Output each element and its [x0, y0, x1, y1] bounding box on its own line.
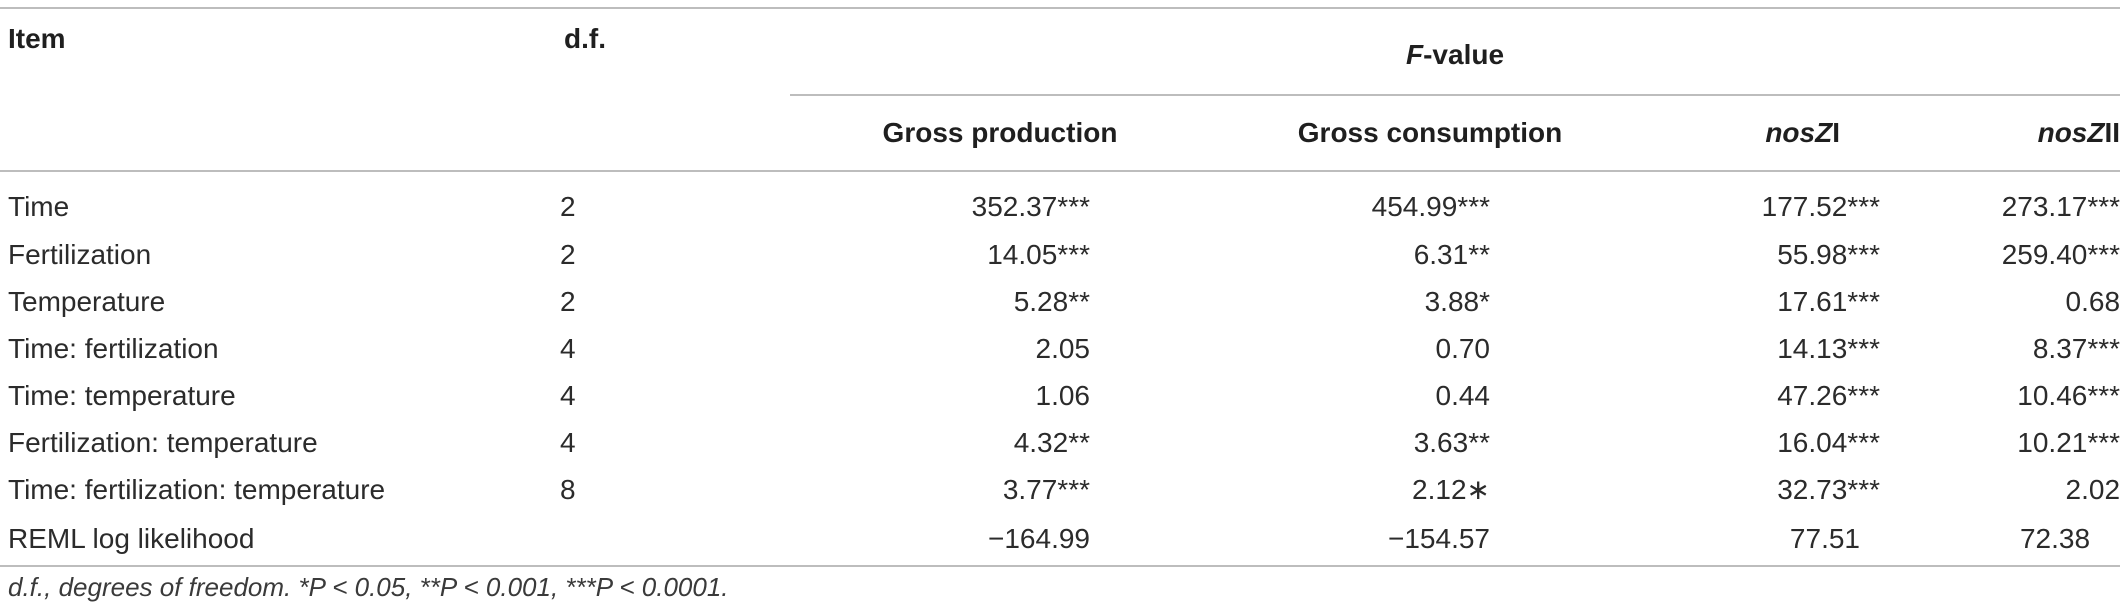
cell-nosZII: 10.21*** [2017, 426, 2120, 458]
header-df: d.f. [560, 7, 790, 95]
cell-nosZII: 10.46*** [2017, 379, 2120, 411]
cell-gross-production: 1.06 [1035, 379, 1091, 411]
cell-df [560, 513, 790, 567]
table-row: Time: fertilization: temperature 8 3.77*… [0, 466, 2120, 513]
cell-gross-consumption: 454.99*** [1371, 190, 1490, 222]
cell-df: 4 [560, 332, 576, 364]
cell-nosZI: 14.13*** [1777, 332, 1880, 364]
cell-item: Time: fertilization [8, 332, 219, 364]
cell-nosZI: 16.04*** [1777, 426, 1880, 458]
cell-gross-production: 3.77*** [1002, 473, 1090, 505]
header-gross-production: Gross production [790, 94, 1230, 171]
cell-df: 4 [560, 379, 576, 411]
cell-nosZI: 55.98*** [1777, 238, 1880, 270]
cell-nosZII: 72.38 [1900, 513, 2120, 567]
cell-gross-consumption: 0.70 [1435, 332, 1491, 364]
cell-nosZI: 77.51 [1630, 513, 1900, 567]
cell-df: 2 [560, 285, 576, 317]
cell-gross-production: 4.32** [1013, 426, 1090, 458]
cell-item: Time: temperature [8, 379, 236, 411]
table-row: Time 2 352.37*** 454.99*** 177.52*** 273… [0, 171, 2120, 231]
table-row-reml: REML log likelihood −164.99 −154.57 77.5… [0, 513, 2120, 567]
cell-gross-production: 5.28** [1013, 285, 1090, 317]
cell-gross-production: −164.99 [790, 513, 1230, 567]
header-row-top: Item d.f. F-value [0, 7, 2120, 95]
cell-nosZII: 8.37*** [2032, 332, 2120, 364]
table-row: Time: fertilization 4 2.05 0.70 14.13***… [0, 325, 2120, 372]
cell-df: 8 [560, 473, 576, 505]
cell-gross-consumption: 0.44 [1435, 379, 1491, 411]
cell-item: Time [8, 190, 70, 222]
cell-item: Fertilization: temperature [8, 426, 318, 458]
cell-item: Time: fertilization: temperature [8, 473, 386, 505]
cell-df: 2 [560, 238, 576, 270]
table-row: Fertilization 2 14.05*** 6.31** 55.98***… [0, 231, 2120, 278]
cell-gross-consumption: 2.12∗ [1412, 474, 1490, 505]
cell-nosZI: 32.73*** [1777, 473, 1880, 505]
header-nosZI: nosZI [1630, 94, 1900, 171]
cell-df: 4 [560, 426, 576, 458]
header-nosZI-rest: I [1832, 117, 1840, 148]
header-nosZII-italic: nosZ [2037, 117, 2105, 148]
cell-gross-production: 14.05*** [987, 238, 1090, 270]
header-gross-consumption: Gross consumption [1230, 94, 1630, 171]
header-blank-df [560, 95, 790, 171]
header-item: Item [0, 7, 560, 95]
cell-item: Temperature [8, 285, 166, 317]
header-fvalue: F-value [790, 7, 2120, 95]
anova-table: Item d.f. F-value Gross production Gross… [0, 7, 2120, 567]
cell-nosZII: 273.17*** [2001, 190, 2120, 222]
header-blank-item [0, 95, 560, 171]
header-nosZII: nosZII [1900, 94, 2120, 171]
cell-nosZI: 47.26*** [1777, 379, 1880, 411]
cell-nosZI: 17.61*** [1777, 285, 1880, 317]
header-nosZI-italic: nosZ [1765, 117, 1833, 148]
cell-nosZII: 259.40*** [2001, 238, 2120, 270]
cell-item: Fertilization [8, 238, 152, 270]
header-fvalue-rest: -value [1423, 38, 1505, 70]
header-row-sub: Gross production Gross consumption nosZI… [0, 94, 2120, 171]
table-row: Temperature 2 5.28** 3.88* 17.61*** 0.68 [0, 278, 2120, 325]
cell-nosZII: 0.68 [2065, 285, 2120, 317]
table-row: Fertilization: temperature 4 4.32** 3.63… [0, 419, 2120, 466]
cell-gross-production: 2.05 [1035, 332, 1091, 364]
header-nosZII-rest: II [2104, 117, 2120, 148]
cell-nosZII: 2.02 [2065, 473, 2120, 505]
cell-df: 2 [560, 190, 576, 222]
cell-gross-production: 352.37*** [971, 190, 1090, 222]
cell-item: REML log likelihood [0, 513, 560, 567]
cell-nosZI: 177.52*** [1761, 190, 1880, 222]
cell-gross-consumption: 6.31** [1413, 238, 1490, 270]
table-row: Time: temperature 4 1.06 0.44 47.26*** 1… [0, 372, 2120, 419]
header-fvalue-italic: F [1406, 38, 1424, 70]
table-footnote: d.f., degrees of freedom. *P < 0.05, **P… [8, 572, 729, 602]
cell-gross-consumption: −154.57 [1230, 513, 1630, 567]
cell-gross-consumption: 3.88* [1424, 285, 1490, 317]
cell-gross-consumption: 3.63** [1413, 426, 1490, 458]
